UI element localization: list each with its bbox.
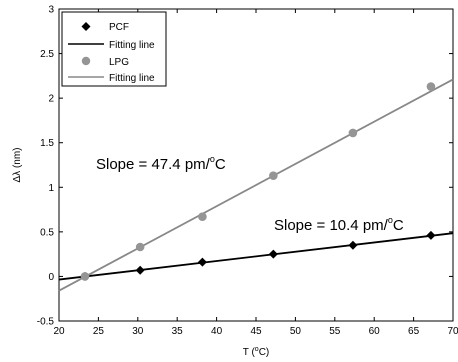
legend-pcf-label: PCF bbox=[109, 22, 129, 33]
lpg-data-point bbox=[269, 171, 278, 180]
x-tick-label: 50 bbox=[290, 326, 302, 337]
x-tick-label: 40 bbox=[211, 326, 223, 337]
pcf-data-point bbox=[197, 257, 207, 267]
legend-pcf-marker bbox=[81, 22, 91, 31]
y-tick-label: 3 bbox=[48, 5, 54, 16]
legend: PCF Fitting line LPG Fitting line bbox=[61, 11, 167, 87]
y-tick-label: 2.5 bbox=[40, 49, 54, 60]
legend-lpg-label: LPG bbox=[109, 57, 129, 68]
legend-pcf-fit-label: Fitting line bbox=[109, 40, 155, 51]
y-axis-label: Δλ (nm) bbox=[12, 147, 23, 182]
lpg-data-point bbox=[426, 82, 436, 91]
x-tick-label: 30 bbox=[132, 326, 144, 337]
x-tick-label: 55 bbox=[329, 326, 341, 337]
y-tick-label: -0.5 bbox=[37, 317, 55, 328]
y-tick-label: 1 bbox=[48, 183, 54, 194]
legend-lpg-fit-label: Fitting line bbox=[109, 73, 155, 84]
x-tick-label: 35 bbox=[172, 326, 184, 337]
y-tick-label: 0 bbox=[48, 272, 54, 283]
pcf-slope-annotation: Slope = 10.4 pm/oC bbox=[274, 215, 404, 234]
lpg-slope-annotation: Slope = 47.4 pm/oC bbox=[96, 154, 226, 173]
legend-box bbox=[61, 11, 167, 87]
lpg-data-point bbox=[80, 272, 90, 281]
x-tick-label: 70 bbox=[447, 326, 458, 337]
legend-lpg-marker bbox=[81, 56, 91, 66]
y-tick-label: 0.5 bbox=[40, 227, 54, 238]
x-tick-label: 25 bbox=[93, 326, 105, 337]
data-points bbox=[80, 82, 436, 281]
lpg-data-point bbox=[135, 242, 145, 252]
pcf-data-point bbox=[268, 249, 278, 259]
fit-lines bbox=[58, 78, 454, 292]
axis-ticks: 20 25 30 35 40 45 50 55 60 65 70 -0.5 0 0.5 1 1.5 2 2.5 3 bbox=[37, 5, 458, 338]
y-tick-label: 1.5 bbox=[40, 138, 54, 149]
pcf-fitting-line bbox=[58, 232, 454, 281]
x-axis-label: T (oC) bbox=[243, 346, 270, 358]
lpg-data-point bbox=[348, 128, 358, 138]
pcf-data-point bbox=[135, 265, 145, 275]
x-tick-label: 45 bbox=[250, 326, 262, 337]
y-tick-label: 2 bbox=[48, 94, 54, 105]
x-tick-label: 65 bbox=[408, 326, 420, 337]
lpg-fitting-line bbox=[58, 78, 454, 292]
x-tick-label: 60 bbox=[369, 326, 381, 337]
pcf-data-point bbox=[426, 230, 436, 240]
lpg-data-point bbox=[198, 212, 207, 222]
x-tick-label: 20 bbox=[53, 326, 65, 337]
pcf-data-point bbox=[348, 240, 358, 250]
